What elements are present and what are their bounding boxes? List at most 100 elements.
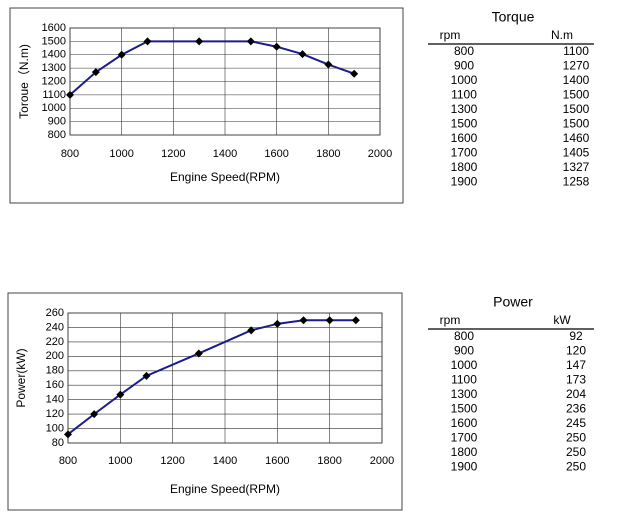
y-tick-label: 900 bbox=[48, 116, 66, 128]
x-tick-label: 1800 bbox=[317, 455, 341, 467]
data-point bbox=[117, 50, 126, 59]
y-tick-label: 800 bbox=[48, 129, 66, 141]
data-point bbox=[273, 319, 282, 328]
x-tick-label: 1600 bbox=[264, 148, 288, 160]
y-tick-label: 220 bbox=[46, 336, 64, 348]
table-cell: 1405 bbox=[563, 146, 590, 160]
table-cell: 1400 bbox=[563, 73, 590, 87]
data-point bbox=[91, 68, 100, 77]
data-point bbox=[298, 50, 307, 59]
table-cell: 250 bbox=[566, 460, 586, 474]
table-cell: 204 bbox=[566, 387, 586, 401]
x-tick-label: 2000 bbox=[370, 455, 394, 467]
x-tick-label: 2000 bbox=[368, 148, 392, 160]
table-cell: 900 bbox=[454, 59, 474, 73]
y-tick-label: 1300 bbox=[42, 62, 66, 74]
table-cell: 250 bbox=[566, 445, 586, 459]
y-tick-label: 1200 bbox=[42, 75, 66, 87]
data-point bbox=[325, 316, 334, 325]
table-cell: 1700 bbox=[451, 431, 478, 445]
table-cell: 245 bbox=[566, 416, 586, 430]
y-tick-label: 180 bbox=[46, 365, 64, 377]
table-header: N.m bbox=[551, 28, 573, 42]
x-axis-title: Engine Speed(RPM) bbox=[170, 170, 280, 184]
y-tick-label: 240 bbox=[46, 321, 64, 333]
chart-frame bbox=[9, 7, 404, 204]
table-cell: 173 bbox=[566, 373, 586, 387]
table-cell: 1800 bbox=[451, 445, 478, 459]
table-cell: 1270 bbox=[563, 59, 590, 73]
y-tick-label: 160 bbox=[46, 379, 64, 391]
table-cell: 1600 bbox=[451, 416, 478, 430]
x-tick-label: 1400 bbox=[213, 148, 237, 160]
x-tick-label: 1400 bbox=[213, 455, 237, 467]
data-point bbox=[194, 349, 203, 358]
x-tick-label: 1600 bbox=[265, 455, 289, 467]
y-tick-label: 1000 bbox=[42, 102, 66, 114]
y-tick-label: 1100 bbox=[42, 89, 66, 101]
table-cell: 92 bbox=[569, 329, 583, 343]
chart-frame bbox=[7, 292, 403, 511]
table-cell: 236 bbox=[566, 402, 586, 416]
data-point bbox=[90, 410, 99, 419]
x-tick-label: 1000 bbox=[108, 455, 132, 467]
table-header: rpm bbox=[440, 313, 461, 327]
table-cell: 1100 bbox=[563, 44, 589, 58]
x-tick-label: 1200 bbox=[161, 148, 185, 160]
table-header: rpm bbox=[440, 28, 461, 42]
data-point bbox=[351, 316, 360, 325]
data-point bbox=[299, 316, 308, 325]
table-cell: 1900 bbox=[451, 175, 478, 189]
y-tick-label: 260 bbox=[46, 307, 64, 319]
table-cell: 1000 bbox=[451, 73, 478, 87]
table-cell: 1500 bbox=[563, 117, 590, 131]
table-cell: 1800 bbox=[451, 160, 478, 174]
table-cell: 800 bbox=[454, 329, 474, 343]
y-tick-label: 1400 bbox=[42, 49, 66, 61]
table-cell: 900 bbox=[454, 344, 474, 358]
table-cell: 1100 bbox=[451, 373, 477, 387]
y-tick-label: 80 bbox=[52, 437, 64, 449]
y-tick-label: 1600 bbox=[42, 22, 66, 34]
table-cell: 250 bbox=[566, 431, 586, 445]
table-cell: 147 bbox=[566, 358, 586, 372]
data-point bbox=[66, 90, 74, 99]
x-tick-label: 1200 bbox=[160, 455, 184, 467]
table-cell: 1500 bbox=[451, 117, 478, 131]
table-cell: 1300 bbox=[451, 387, 478, 401]
table-cell: 1100 bbox=[451, 88, 477, 102]
data-point bbox=[247, 326, 256, 335]
table-cell: 1900 bbox=[451, 460, 478, 474]
data-point bbox=[195, 37, 204, 46]
y-tick-label: 140 bbox=[46, 394, 64, 406]
x-tick-label: 800 bbox=[59, 455, 77, 467]
table-cell: 1500 bbox=[451, 402, 478, 416]
table-cell: 1327 bbox=[563, 160, 590, 174]
y-axis-title: Toroue（N.m) bbox=[17, 44, 31, 119]
table-cell: 1000 bbox=[451, 358, 478, 372]
table-cell: 1700 bbox=[451, 146, 478, 160]
data-point bbox=[64, 430, 72, 439]
y-tick-label: 100 bbox=[46, 422, 64, 434]
table-cell: 1600 bbox=[451, 131, 478, 145]
table-cell: 1258 bbox=[563, 175, 590, 189]
data-point bbox=[246, 37, 255, 46]
data-point bbox=[142, 371, 151, 380]
y-tick-label: 1500 bbox=[42, 35, 66, 47]
table-cell: 1460 bbox=[563, 131, 590, 145]
data-line bbox=[67, 319, 356, 436]
x-tick-label: 1800 bbox=[316, 148, 340, 160]
table-cell: 120 bbox=[566, 344, 586, 358]
data-line bbox=[69, 40, 355, 96]
table-cell: 1500 bbox=[563, 102, 590, 116]
table-title: Torque bbox=[492, 9, 535, 25]
y-tick-label: 120 bbox=[46, 408, 64, 420]
data-point bbox=[350, 69, 359, 78]
x-tick-label: 1000 bbox=[109, 148, 133, 160]
data-point bbox=[272, 42, 281, 51]
data-point bbox=[143, 37, 152, 46]
table-cell: 800 bbox=[454, 44, 474, 58]
table-cell: 1300 bbox=[451, 102, 478, 116]
x-axis-title: Engine Speed(RPM) bbox=[170, 482, 280, 496]
